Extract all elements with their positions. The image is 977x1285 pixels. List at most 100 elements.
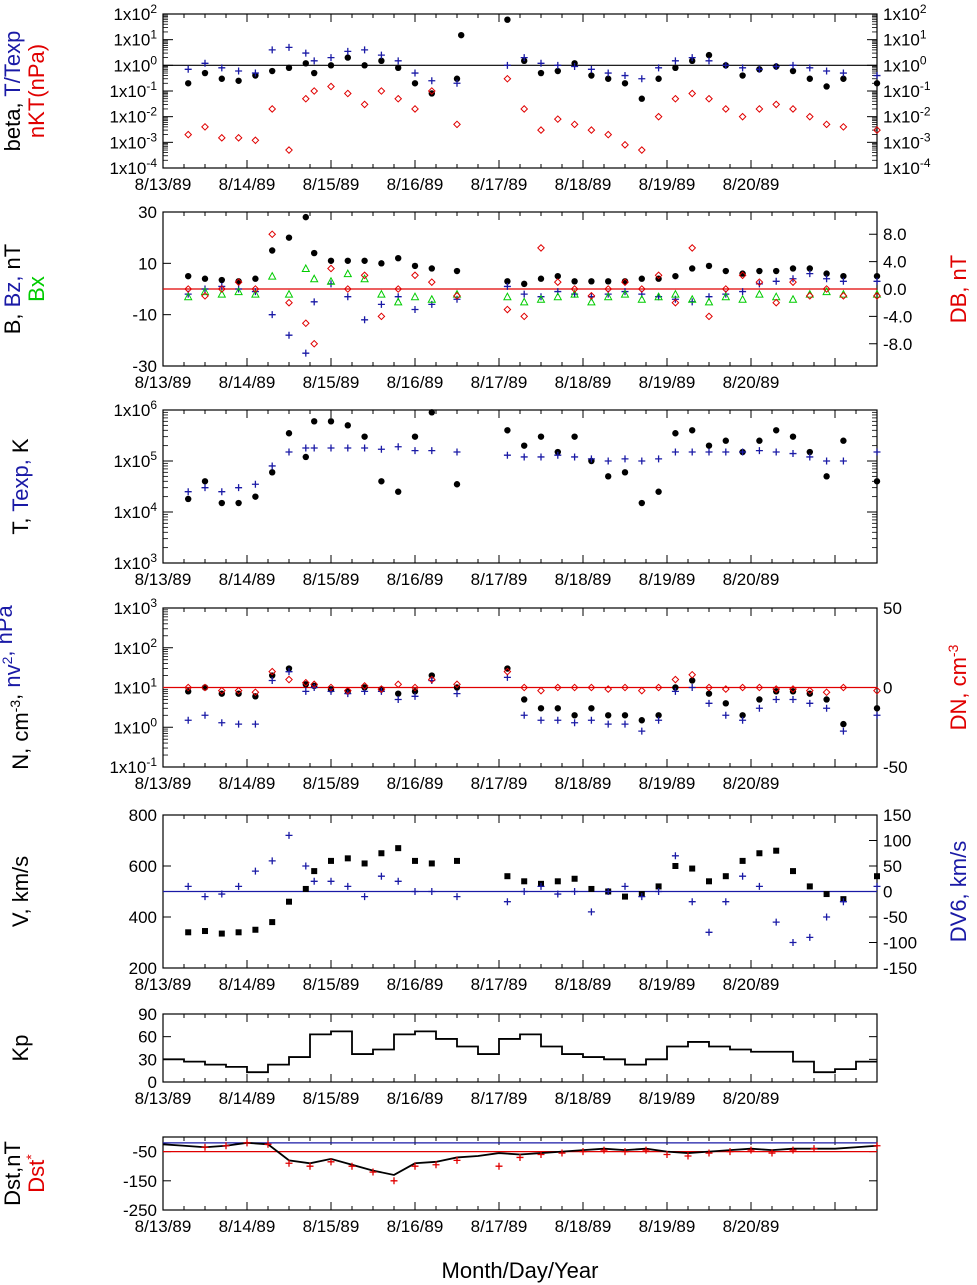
data-point <box>521 280 528 288</box>
y-tick-label: 1x103 <box>113 596 157 618</box>
data-point <box>789 278 797 287</box>
data-point <box>638 75 646 83</box>
data-point <box>823 704 831 712</box>
data-point <box>268 667 277 676</box>
data-point <box>689 677 696 684</box>
x-tick-label: 8/18/89 <box>555 1089 612 1108</box>
y-tick-label-right: 50 <box>883 599 902 618</box>
data-point <box>218 719 226 727</box>
data-point <box>360 682 369 690</box>
data-point <box>377 289 386 298</box>
y-tick-label: 90 <box>138 1005 157 1024</box>
data-point <box>705 57 713 65</box>
data-point <box>839 727 847 735</box>
data-point <box>558 1149 566 1157</box>
data-point <box>663 1151 671 1159</box>
y-tick-label-right: 0 <box>883 679 892 698</box>
data-point <box>823 67 831 75</box>
data-point <box>840 272 847 280</box>
data-point <box>395 64 402 72</box>
data-point <box>285 448 293 456</box>
data-point <box>184 130 193 139</box>
data-point <box>654 683 663 692</box>
data-point <box>377 312 386 321</box>
data-point <box>722 700 729 707</box>
data-point <box>621 80 629 87</box>
data-point <box>688 684 696 691</box>
data-point <box>873 272 881 280</box>
data-point <box>622 893 628 900</box>
y-tick-label: 1x105 <box>113 449 157 471</box>
data-point <box>378 57 385 65</box>
data-point <box>756 696 763 703</box>
data-point <box>503 667 512 676</box>
y-axis-label: beta, T/Texp <box>0 31 25 152</box>
series-dv6 <box>184 831 881 946</box>
data-point <box>805 112 814 121</box>
data-point <box>251 867 259 875</box>
plot-frame <box>162 13 878 169</box>
data-point <box>503 898 511 906</box>
y-tick-label-right: 4.0 <box>883 253 907 272</box>
data-point <box>839 69 847 77</box>
data-point <box>264 1140 272 1148</box>
x-tick-label: 8/13/89 <box>135 373 192 392</box>
x-tick-label: 8/13/89 <box>135 1089 192 1108</box>
data-point <box>411 433 419 440</box>
data-point <box>537 275 545 282</box>
data-point <box>361 860 368 867</box>
data-point <box>344 882 352 890</box>
data-point <box>605 712 612 719</box>
data-point <box>705 448 713 456</box>
data-point <box>453 481 461 488</box>
x-tick-label: 8/20/89 <box>723 373 780 392</box>
data-point <box>361 46 369 54</box>
data-point <box>427 294 437 303</box>
data-point <box>201 59 209 67</box>
data-point <box>361 257 368 264</box>
y-tick-label: 1x106 <box>113 398 157 420</box>
y-tick-label-right: 150 <box>883 806 911 825</box>
data-point <box>823 913 831 921</box>
panel-5: 200 400 600 800 -150 -100 -50 0 50 100 150 8/13/89 8… <box>8 806 971 994</box>
data-point <box>790 868 796 875</box>
data-point <box>755 105 764 113</box>
data-point <box>201 478 209 485</box>
data-point <box>395 845 402 852</box>
data-point <box>822 120 831 129</box>
data-point <box>705 690 713 697</box>
data-point <box>395 255 402 262</box>
data-point <box>655 75 662 82</box>
data-point <box>235 77 242 84</box>
data-point <box>839 291 848 300</box>
data-point <box>789 265 797 272</box>
panel-7: -250 -150 -50 8/13/89 8/14/89 8/15/89 8/16/89 8… <box>0 1136 881 1236</box>
data-point <box>285 668 293 676</box>
data-point <box>739 288 747 296</box>
data-point <box>302 213 309 221</box>
data-point <box>621 278 629 285</box>
data-point <box>327 54 335 62</box>
data-point <box>638 95 645 102</box>
data-point <box>873 291 881 300</box>
y-tick-label-right: 1x10-4 <box>883 156 931 178</box>
y-tick-label: 0 <box>148 1073 157 1092</box>
data-point <box>201 893 209 901</box>
data-point <box>839 457 847 465</box>
y-axis-label: V, km/s <box>8 856 33 927</box>
data-point <box>285 831 293 839</box>
data-point <box>184 683 193 692</box>
data-point <box>823 457 831 465</box>
data-point <box>671 687 679 695</box>
data-point <box>269 469 276 476</box>
data-point <box>605 473 612 480</box>
x-tick-label: 8/16/89 <box>387 975 444 994</box>
data-point <box>537 882 545 890</box>
x-tick-label: 8/14/89 <box>219 1217 276 1236</box>
data-point <box>739 872 747 880</box>
data-point <box>704 297 714 306</box>
data-point <box>739 448 747 456</box>
data-point <box>537 716 545 724</box>
data-point <box>823 275 831 283</box>
data-point <box>326 276 336 285</box>
